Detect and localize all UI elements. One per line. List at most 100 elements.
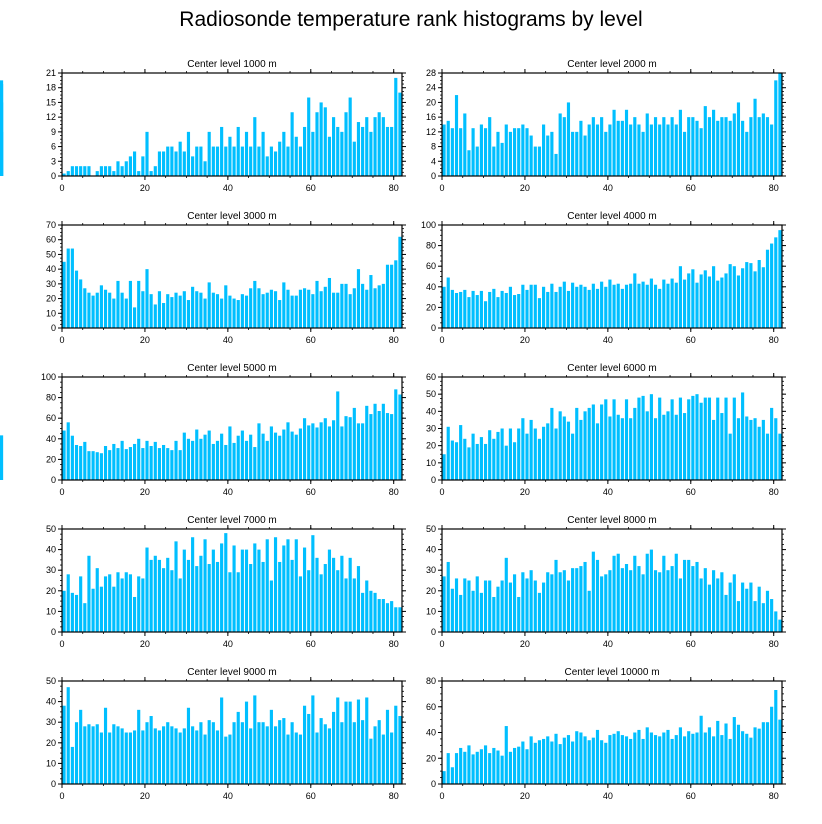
histogram-bar bbox=[332, 711, 336, 784]
histogram-bar bbox=[624, 284, 629, 328]
x-tick-label: 20 bbox=[520, 791, 530, 801]
histogram-bar bbox=[533, 580, 537, 632]
histogram-bar bbox=[207, 720, 211, 784]
histogram-bar bbox=[377, 285, 381, 328]
histogram-bar bbox=[525, 433, 529, 480]
histogram-bar bbox=[103, 576, 108, 632]
histogram-panel: Center level 5000 m 0 20 40 60 80 100 0 20 40 60 80 bbox=[41, 363, 406, 497]
histogram-bar bbox=[670, 566, 674, 632]
histogram-bar bbox=[340, 283, 344, 328]
histogram-bar bbox=[103, 289, 108, 328]
histogram-bar bbox=[687, 273, 691, 328]
histogram-bar bbox=[83, 603, 87, 632]
histogram-bar bbox=[674, 553, 678, 632]
histogram-bar bbox=[649, 394, 653, 480]
histogram-bar bbox=[728, 582, 732, 632]
histogram-bar bbox=[521, 284, 525, 328]
y-tick-label: 40 bbox=[46, 545, 56, 555]
y-tick-label: 50 bbox=[426, 524, 436, 534]
histogram-bar bbox=[249, 288, 253, 328]
histogram-bar bbox=[377, 720, 381, 784]
histogram-bar bbox=[99, 732, 103, 784]
histogram-bar bbox=[215, 294, 220, 328]
histogram-bar bbox=[120, 440, 124, 480]
histogram-bar bbox=[66, 248, 70, 328]
histogram-bar bbox=[240, 430, 244, 480]
y-tick-label: 80 bbox=[426, 676, 436, 686]
histogram-bar bbox=[736, 724, 741, 784]
histogram-bar bbox=[91, 726, 95, 784]
histogram-bar bbox=[749, 737, 753, 784]
histogram-bar bbox=[753, 271, 757, 328]
histogram-bar bbox=[517, 596, 521, 632]
histogram-bar bbox=[633, 732, 637, 784]
histogram-bar bbox=[479, 749, 483, 784]
histogram-bar bbox=[550, 131, 554, 176]
histogram-bar bbox=[141, 156, 145, 176]
histogram-bar bbox=[116, 280, 120, 328]
y-tick-label: 28 bbox=[426, 68, 436, 78]
histogram-bar bbox=[311, 423, 315, 480]
histogram-bar bbox=[587, 124, 591, 176]
histogram-bar bbox=[365, 289, 369, 328]
histogram-bar bbox=[186, 438, 191, 480]
x-tick-label: 80 bbox=[769, 487, 779, 497]
histogram-bar bbox=[340, 555, 344, 632]
histogram-bar bbox=[745, 588, 749, 632]
histogram-bar bbox=[571, 568, 575, 632]
y-tick-label: 10 bbox=[46, 758, 56, 768]
histogram-bar bbox=[629, 570, 633, 632]
histogram-bar bbox=[674, 414, 678, 480]
histogram-bar bbox=[0, 102, 4, 176]
histogram-bar bbox=[62, 430, 66, 480]
histogram-bar bbox=[398, 92, 402, 176]
histogram-bar bbox=[575, 131, 579, 176]
histogram-bar bbox=[765, 590, 770, 632]
histogram-bar bbox=[666, 729, 670, 784]
histogram-bar bbox=[377, 410, 381, 480]
histogram-bar bbox=[666, 570, 670, 632]
y-tick-label: 50 bbox=[46, 524, 56, 534]
histogram-bar bbox=[579, 566, 583, 632]
x-tick-label: 60 bbox=[686, 639, 696, 649]
histogram-bar bbox=[62, 261, 66, 328]
histogram-bar bbox=[282, 131, 286, 176]
histogram-bar bbox=[724, 594, 728, 632]
histogram-bar bbox=[687, 117, 691, 176]
histogram-bar bbox=[290, 295, 294, 328]
histogram-bar bbox=[145, 131, 149, 176]
histogram-bar bbox=[352, 141, 356, 176]
histogram-bar bbox=[608, 279, 612, 328]
histogram-bar bbox=[99, 166, 103, 176]
histogram-bar bbox=[336, 292, 340, 328]
x-tick-label: 20 bbox=[520, 639, 530, 649]
histogram-bar bbox=[483, 443, 488, 480]
x-tick-label: 40 bbox=[603, 335, 613, 345]
histogram-bar bbox=[716, 120, 720, 176]
histogram-bar bbox=[500, 142, 504, 176]
histogram-bar bbox=[286, 539, 290, 632]
histogram-bar bbox=[512, 747, 517, 784]
histogram-bar bbox=[381, 599, 385, 632]
histogram-bar bbox=[191, 537, 195, 632]
histogram-bar bbox=[319, 422, 323, 480]
histogram-bar bbox=[162, 151, 166, 176]
histogram-bar bbox=[278, 141, 282, 176]
histogram-bar bbox=[770, 706, 774, 784]
histogram-bar bbox=[716, 397, 720, 480]
histogram-bar bbox=[315, 280, 319, 328]
histogram-bar bbox=[649, 549, 653, 632]
histogram-bar bbox=[496, 586, 500, 632]
histogram-bar bbox=[724, 117, 728, 176]
histogram-bar bbox=[186, 300, 191, 328]
histogram-bar bbox=[249, 146, 253, 176]
x-tick-label: 0 bbox=[59, 791, 64, 801]
histogram-bar bbox=[282, 282, 286, 328]
histogram-bar bbox=[699, 274, 703, 328]
x-tick-label: 20 bbox=[140, 335, 150, 345]
histogram-bar bbox=[703, 732, 707, 784]
histogram-bar bbox=[612, 109, 616, 176]
y-tick-label: 100 bbox=[421, 220, 436, 230]
x-tick-label: 20 bbox=[140, 183, 150, 193]
histogram-bar bbox=[695, 120, 699, 176]
